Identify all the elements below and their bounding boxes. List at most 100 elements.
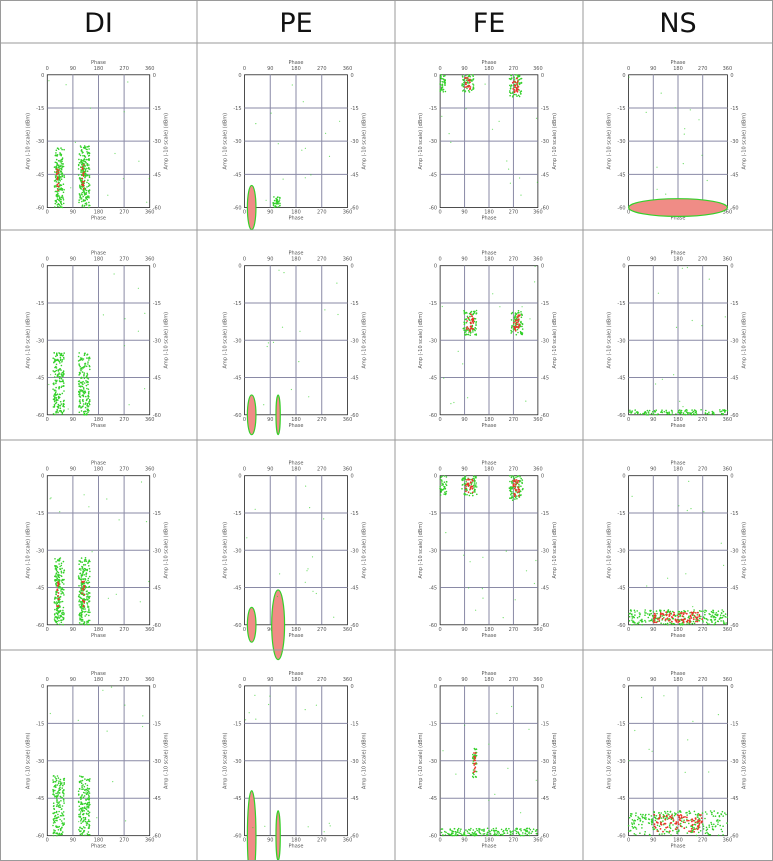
x-tick-top: 90 [70, 257, 76, 263]
x-axis-label-bottom: Phase [91, 423, 106, 429]
data-point [57, 794, 59, 796]
data-point [665, 817, 667, 820]
data-point [85, 384, 88, 387]
data-point [56, 154, 59, 156]
data-point [503, 832, 506, 834]
y-tick-left: -30 [233, 139, 241, 145]
data-point [510, 84, 513, 86]
data-point [672, 819, 675, 821]
data-point [468, 91, 471, 93]
data-point [472, 480, 474, 482]
data-point [519, 476, 521, 478]
data-point [83, 785, 86, 788]
data-point [264, 825, 266, 827]
data-point [652, 621, 655, 623]
data-point [520, 92, 522, 95]
data-point [469, 86, 472, 88]
x-tick-top: 90 [70, 66, 76, 72]
data-point [59, 167, 61, 170]
data-point [88, 196, 90, 199]
data-point [53, 186, 56, 188]
data-point [464, 494, 466, 496]
data-point [61, 822, 64, 824]
data-point [79, 154, 82, 157]
data-point [680, 612, 683, 615]
data-point [648, 833, 651, 836]
data-point [84, 615, 86, 617]
data-point [58, 587, 60, 589]
data-point [645, 612, 647, 614]
y-tick-right: -60 [730, 206, 738, 212]
data-point [60, 158, 63, 161]
data-point [60, 783, 62, 786]
data-point [83, 795, 86, 797]
data-point [713, 413, 716, 416]
data-point [660, 609, 662, 612]
data-point [491, 128, 494, 130]
data-point [85, 410, 87, 413]
data-point [80, 589, 82, 592]
data-point [58, 810, 60, 813]
data-point [57, 584, 59, 587]
data-point [88, 201, 90, 204]
data-point [487, 831, 489, 834]
y-tick-right: -15 [350, 511, 358, 517]
data-point [60, 621, 63, 624]
data-point [691, 319, 693, 322]
data-point [489, 830, 491, 833]
data-point [693, 830, 695, 833]
data-point [698, 614, 701, 616]
data-point [52, 357, 54, 360]
x-tick-top: 270 [509, 467, 519, 473]
data-point [723, 564, 725, 567]
data-point [641, 816, 644, 819]
data-point [708, 826, 711, 828]
y-tick-right: -30 [350, 139, 358, 145]
data-point [467, 82, 469, 84]
data-point [473, 759, 476, 762]
data-point [84, 778, 86, 780]
data-point [635, 828, 638, 830]
data-point [504, 829, 507, 831]
data-point [631, 619, 633, 621]
data-point [720, 620, 722, 622]
data-point [706, 412, 709, 415]
data-point [80, 795, 83, 797]
data-point [659, 613, 662, 616]
data-point [641, 827, 643, 829]
x-tick-top: 90 [650, 677, 656, 683]
x-tick-bottom: 0 [243, 627, 246, 633]
data-point [683, 819, 685, 822]
y-tick-right: -30 [730, 548, 738, 554]
data-point [475, 754, 478, 757]
y-tick-right: -45 [541, 796, 549, 802]
data-point [60, 153, 63, 156]
data-point [663, 616, 665, 619]
data-point [670, 834, 672, 836]
data-point [473, 764, 476, 766]
data-point [79, 381, 82, 384]
data-point [82, 154, 84, 157]
data-point [445, 484, 448, 487]
data-point [462, 76, 464, 78]
data-point [84, 834, 86, 837]
data-point [56, 605, 58, 607]
data-point [697, 813, 699, 815]
data-point [54, 166, 56, 169]
data-point [58, 623, 61, 626]
data-point [682, 620, 685, 623]
y-axis-label-left: Amp (-10 scale) (dBm) [25, 732, 31, 789]
data-point [636, 412, 639, 415]
data-point [88, 409, 90, 412]
data-point [511, 705, 513, 708]
data-point [672, 824, 674, 826]
data-point [87, 605, 89, 607]
data-point [641, 823, 643, 826]
data-point [661, 409, 663, 412]
data-point [514, 480, 517, 483]
data-point [144, 312, 146, 314]
data-point [467, 317, 470, 319]
y-axis-label-right: Amp (-10 scale) (dBm) [741, 113, 747, 170]
data-point [79, 395, 81, 398]
data-point [641, 696, 643, 699]
